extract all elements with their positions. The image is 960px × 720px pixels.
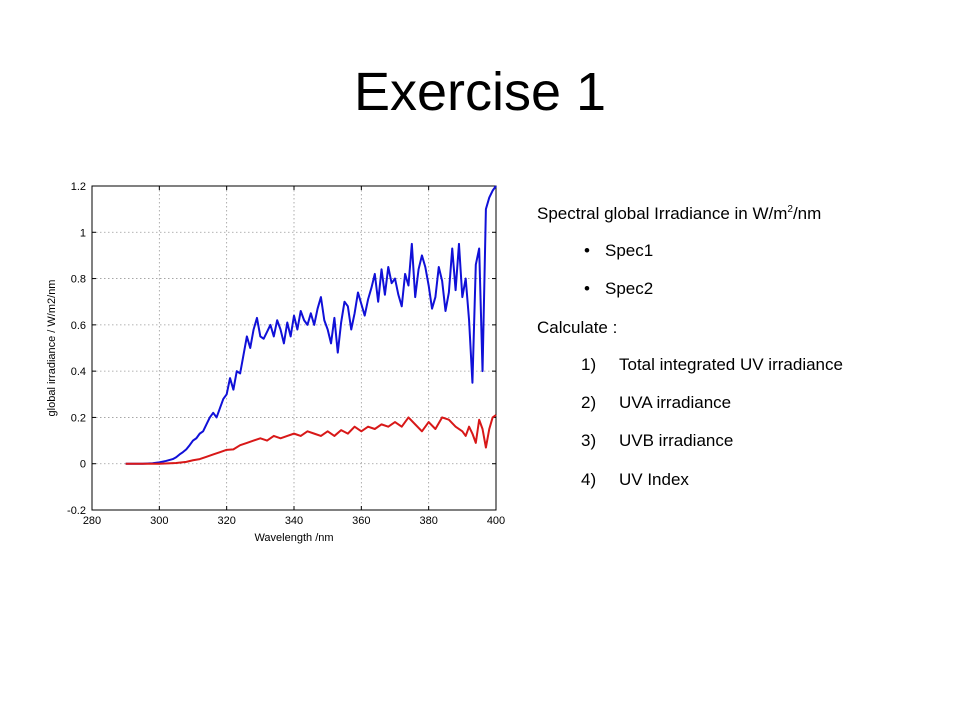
chart-series bbox=[125, 185, 497, 465]
bullet-text: Spec2 bbox=[605, 279, 654, 298]
heading-suffix: /nm bbox=[792, 204, 822, 223]
heading-prefix: Spectral global Irradiance in W/m bbox=[537, 204, 788, 223]
x-tick-label: 400 bbox=[487, 515, 505, 527]
bullet-dot-icon: • bbox=[584, 241, 590, 260]
calculate-label: Calculate : bbox=[537, 318, 618, 337]
x-tick-label: 320 bbox=[217, 515, 235, 527]
step-number: 3) bbox=[581, 431, 597, 450]
y-tick-label: 0.6 bbox=[71, 320, 86, 332]
y-tick-label: 0.2 bbox=[71, 412, 86, 424]
y-tick-label: 0 bbox=[80, 459, 86, 471]
y-tick-label: 1.2 bbox=[71, 181, 86, 193]
irradiance-chart: 280 300 320 340 360 380 400 -0.2 0 0.2 0.4 0.6 0.8 1 1… bbox=[46, 181, 505, 544]
bullet-text: Spec1 bbox=[605, 241, 654, 260]
step-number: 4) bbox=[581, 470, 597, 489]
x-tick-label: 380 bbox=[419, 515, 437, 527]
step-text: UVB irradiance bbox=[619, 431, 734, 450]
y-tick-label: 0.4 bbox=[71, 366, 86, 378]
chart-grid bbox=[92, 186, 496, 510]
y-tick-label: 0.8 bbox=[71, 274, 86, 286]
x-tick-label: 360 bbox=[352, 515, 370, 527]
series-line-2 bbox=[125, 414, 497, 465]
slide-title: Exercise 1 bbox=[353, 62, 607, 122]
step-text: Total integrated UV irradiance bbox=[619, 355, 843, 374]
chart-ticks: 280 300 320 340 360 380 400 -0.2 0 0.2 0.4 0.6 0.8 1 1… bbox=[67, 181, 505, 527]
heading-superscript: 2 bbox=[787, 204, 793, 215]
step-number: 2) bbox=[581, 393, 597, 412]
y-tick-label: -0.2 bbox=[67, 505, 86, 517]
step-text: UV Index bbox=[619, 470, 689, 489]
x-tick-label: 300 bbox=[150, 515, 168, 527]
step-number: 1) bbox=[581, 355, 597, 374]
x-tick-label: 280 bbox=[83, 515, 101, 527]
bullet-dot-icon: • bbox=[584, 279, 590, 298]
y-axis-label: global irradiance / W/m2/nm bbox=[46, 280, 58, 417]
step-text: UVA irradiance bbox=[619, 393, 732, 412]
x-tick-label: 340 bbox=[285, 515, 303, 527]
x-axis-label: Wavelength /nm bbox=[254, 532, 333, 544]
panel-heading: Spectral global Irradiance in W/m2/nm bbox=[537, 202, 821, 226]
series-line-1 bbox=[125, 185, 497, 465]
y-tick-label: 1 bbox=[80, 227, 86, 239]
